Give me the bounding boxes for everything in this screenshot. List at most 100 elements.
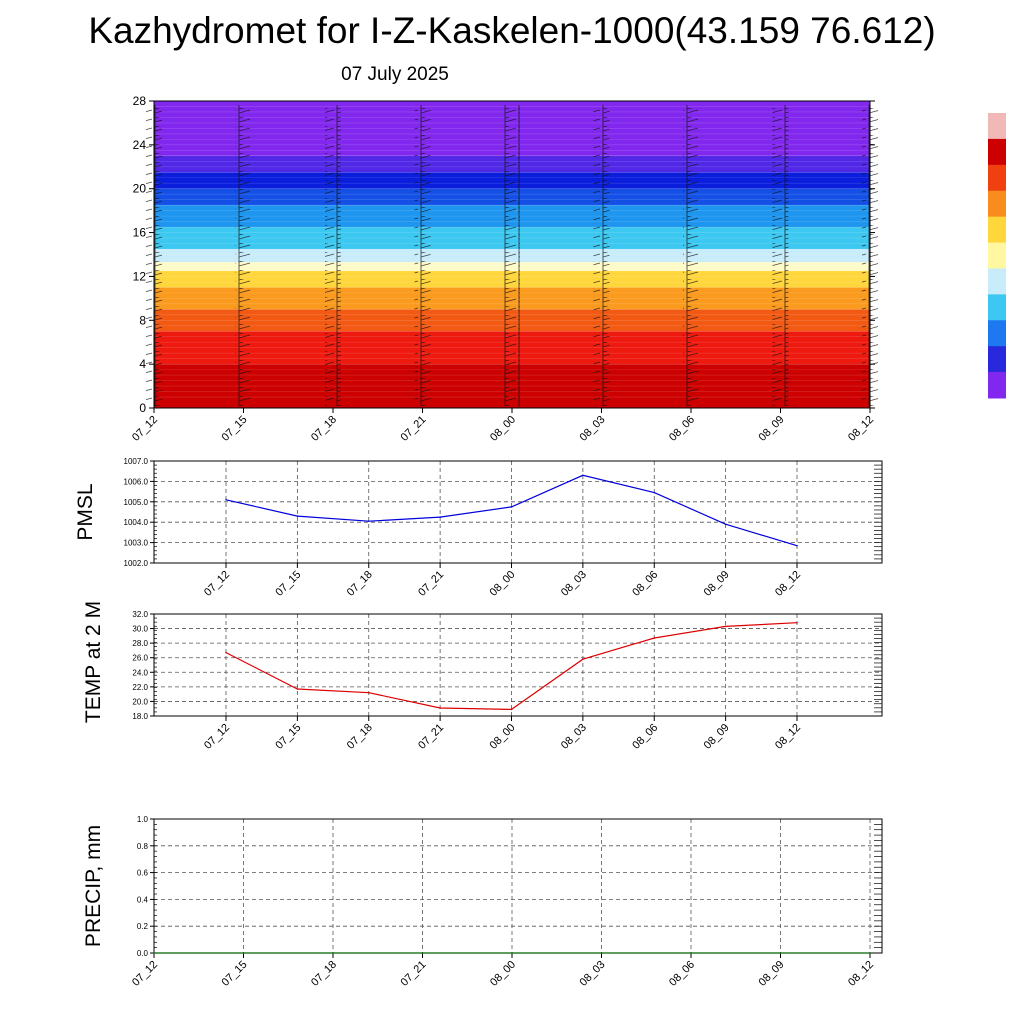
y-tick-label: 1.0 (137, 815, 149, 824)
y-tick-label: 12 (133, 269, 147, 283)
data-point (796, 544, 798, 547)
y-axis-label: PMSL (74, 483, 97, 540)
x-tick-label: 08_00 (488, 569, 518, 599)
x-tick-label: 07_21 (416, 569, 446, 599)
x-tick-label: 08_06 (667, 959, 697, 989)
data-point (225, 498, 227, 501)
colorbar-swatch (988, 268, 1006, 295)
x-tick-label: 07_12 (130, 959, 160, 989)
x-tick-label: 08_03 (578, 414, 608, 444)
x-tick-label: 08_03 (559, 569, 589, 599)
y-tick-label: 20 (133, 182, 147, 196)
x-tick-label: 08_06 (630, 569, 660, 599)
x-tick-label: 08_00 (488, 959, 518, 989)
data-point (439, 707, 441, 709)
colorbar-swatch (988, 320, 1006, 347)
data-point (582, 474, 584, 477)
y-tick-label: 24.0 (132, 668, 148, 677)
wind-barb-column (504, 105, 520, 406)
y-tick-label: 1002.0 (124, 559, 149, 568)
data-point (796, 621, 798, 624)
data-point (724, 523, 727, 526)
colorbar-swatch (988, 113, 1006, 140)
data-point (510, 506, 513, 508)
y-tick-label: 18.0 (132, 712, 148, 721)
data-point (439, 516, 441, 518)
x-tick-label: 07_18 (345, 722, 375, 752)
data-point (510, 708, 513, 711)
x-tick-label: 07_21 (399, 959, 429, 989)
colorbar-swatch (988, 164, 1006, 192)
wind-barb-column (772, 105, 789, 406)
x-tick-label: 07_15 (220, 414, 250, 444)
colorbar (988, 113, 1006, 399)
y-tick-label: 1006.0 (124, 477, 149, 486)
y-tick-label: 0.2 (137, 922, 149, 931)
y-tick-label: 26.0 (132, 654, 148, 663)
data-point (367, 520, 370, 522)
x-tick-label: 08_06 (630, 722, 660, 752)
x-tick-label: 07_15 (273, 569, 303, 599)
colorbar-swatch (988, 216, 1006, 244)
data-point (367, 691, 370, 694)
data-point (779, 952, 782, 954)
data-point (225, 651, 227, 654)
y-tick-label: 28.0 (132, 639, 148, 648)
wind-barb-column (683, 105, 699, 406)
x-tick-label: 07_21 (399, 414, 429, 444)
x-tick-label: 07_18 (309, 959, 339, 989)
x-tick-label: 08_06 (667, 414, 697, 444)
y-tick-label: 0.4 (137, 895, 149, 904)
colorbar-swatch (988, 346, 1006, 373)
time-height-cross-section: 0 4 8 12 16 20 24 28 07_12 07_15 07_18 07_21 08_00 08… (130, 94, 878, 444)
colorbar-swatch (988, 294, 1006, 321)
wind-barb-column (414, 105, 431, 406)
wind-barb-column (593, 105, 610, 406)
data-point (653, 637, 656, 639)
y-tick-label: 1004.0 (124, 518, 149, 527)
x-tick-label: 08_09 (757, 959, 787, 989)
y-tick-label: 32.0 (132, 610, 148, 619)
wind-barb-column (325, 105, 341, 406)
y-tick-label: 20.0 (132, 697, 148, 706)
data-point (582, 658, 584, 660)
data-point (600, 952, 603, 954)
x-tick-label: 07_12 (130, 414, 160, 444)
y-tick-label: 0.0 (137, 949, 149, 958)
data-point (153, 952, 155, 954)
x-tick-label: 08_03 (578, 959, 608, 989)
panel-frame (153, 818, 883, 954)
y-tick-label: 1003.0 (124, 539, 149, 548)
data-point (332, 952, 334, 954)
x-tick-label: 08_00 (488, 722, 518, 752)
y-tick-label: 16 (133, 226, 147, 240)
pmsl-panel: 1002.0 1003.0 1004.0 1005.0 1006.0 1007.0 07_1… (74, 457, 883, 599)
chart-date: 07 July 2025 (341, 64, 449, 85)
y-tick-label: 1007.0 (124, 457, 149, 466)
data-point (653, 491, 656, 494)
data-point (690, 952, 692, 954)
x-tick-label: 07_21 (416, 722, 446, 752)
temp-panel: 18.0 20.0 22.0 24.0 26.0 28.0 30.0 32.0 07_12 07_… (82, 601, 883, 752)
x-tick-label: 08_12 (846, 959, 876, 989)
y-tick-label: 24 (133, 138, 147, 152)
x-tick-label: 07_15 (273, 722, 303, 752)
data-point (242, 952, 245, 954)
x-tick-label: 07_15 (220, 959, 250, 989)
y-axis-label: PRECIP, mm (82, 825, 105, 947)
colorbar-swatch (988, 372, 1006, 399)
y-tick-label: 4 (139, 357, 146, 371)
data-point (724, 625, 727, 628)
y-tick-label: 30.0 (132, 625, 148, 634)
panel-frame (153, 460, 883, 564)
data-point (421, 952, 424, 954)
x-tick-label: 08_09 (757, 414, 787, 444)
x-tick-label: 08_09 (702, 722, 732, 752)
precip-panel: 0.0 0.2 0.4 0.6 0.8 1.0 07_12 07_15 07_18 07_21 08… (82, 815, 883, 989)
x-tick-label: 07_12 (202, 722, 232, 752)
data-point (296, 515, 299, 517)
y-tick-label: 1005.0 (124, 498, 149, 507)
data-point (869, 952, 871, 954)
chart-title: Kazhydromet for I-Z-Kaskelen-1000(43.159… (88, 10, 936, 51)
y-tick-label: 28 (133, 94, 147, 108)
